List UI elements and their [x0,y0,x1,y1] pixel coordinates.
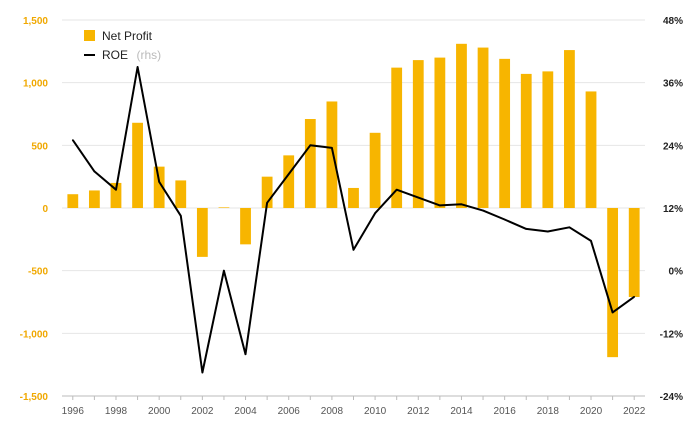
bar-1999 [132,122,143,208]
bar-2006 [283,155,295,208]
bar-2014 [456,43,467,209]
left-tick-label: -1,500 [20,392,49,403]
x-tick-label: 2004 [234,406,257,417]
bar-1998 [110,182,122,208]
bar-2022 [628,208,640,297]
roe-point-2020 [590,240,592,242]
roe-point-2008 [331,147,333,149]
roe-point-2010 [374,212,376,215]
roe-point-2006 [287,173,290,175]
right-tick-label: 48% [663,16,683,27]
x-tick-label: 2010 [364,406,387,417]
x-tick-label: 2022 [623,406,646,417]
x-tick-label: 2020 [580,406,603,417]
x-axis: 1996 1998 2000 2002 2004 2006 2008 2010 2012 2014… [62,395,646,417]
x-tick-label: 2008 [321,406,344,417]
left-tick-label: 500 [31,141,48,152]
roe-point-2016 [503,218,506,221]
bar-2004 [240,208,251,245]
left-tick-label: -1,000 [20,329,49,340]
bar-2018 [542,71,554,209]
left-tick-label: 1,500 [23,16,48,27]
left-tick-label: 1,000 [23,79,48,90]
roe-point-1996 [71,139,74,141]
roe-point-2009 [352,248,355,251]
x-tick-label: 2002 [191,406,214,417]
bar-2001 [175,180,187,208]
right-tick-label: -12% [660,329,683,340]
bar-2002 [196,208,208,257]
roe-point-1997 [93,170,96,173]
x-tick-label: 2000 [148,406,171,417]
x-tick-label: 2012 [407,406,430,417]
left-tick-label: 0 [42,204,48,215]
x-tick-label: 2006 [278,406,301,417]
roe-point-2017 [525,228,528,230]
x-tick-label: 2016 [494,406,517,417]
bar-2009 [348,187,359,208]
roe-point-2022 [633,295,636,298]
roe-point-2004 [244,353,247,356]
x-tick-label: 2018 [537,406,560,417]
roe-point-2001 [179,215,182,217]
legend-label-roe: ROE [102,48,128,62]
bar-2016 [499,58,511,208]
roe-point-2013 [439,204,441,207]
bar-2000 [153,166,165,208]
x-tick-label: 2014 [450,406,473,417]
right-tick-label: 0% [669,267,684,278]
right-tick-label: 24% [663,141,683,152]
bar-2008 [326,101,338,208]
bar-1997 [88,190,100,208]
right-tick-label: 36% [663,79,683,90]
roe-point-2002 [201,371,204,374]
legend-swatch-net-profit [84,30,95,41]
bar-1996 [67,194,79,208]
right-axis: -24% -12% 0% 12% 24% 36% 48% [660,16,683,403]
bar-2005 [261,176,273,208]
bar-2019 [564,50,575,208]
x-tick-label: 1996 [62,406,85,417]
bar-2021 [607,208,619,358]
bar-2020 [585,91,597,208]
roe-point-1999 [136,66,139,68]
legend-label-net-profit: Net Profit [102,29,153,43]
bar-2017 [520,73,532,208]
roe-point-2019 [568,226,571,229]
bar-2010 [369,132,381,208]
roe-point-2007 [309,144,312,147]
roe-point-2021 [611,311,614,314]
roe-point-2003 [223,269,225,272]
bar-2003 [218,207,230,208]
roe-point-2015 [482,209,484,212]
bar-2011 [391,67,403,208]
net-profit-bars [67,43,640,358]
roe-point-2011 [395,188,398,191]
roe-point-2012 [417,196,420,199]
roe-point-2018 [547,230,549,233]
x-tick-label: 1998 [105,406,128,417]
roe-point-1998 [115,188,117,191]
right-tick-label: 12% [663,204,683,215]
bar-2015 [477,47,489,208]
right-tick-label: -24% [660,392,683,403]
bar-2012 [412,60,424,209]
roe-point-2000 [158,181,160,183]
roe-point-2014 [460,203,463,206]
left-tick-label: -500 [28,267,48,278]
roe-point-2005 [266,201,268,204]
legend-label-roe-group: ROE (rhs) [102,46,161,63]
roe-line [71,66,636,374]
left-axis: -1,500 -1,000 -500 0 500 1,000 1,500 [20,16,49,403]
bar-2007 [304,119,316,208]
bar-2013 [434,57,446,208]
legend: Net Profit ROE (rhs) [84,29,161,63]
legend-label-roe-suffix: (rhs) [136,48,161,62]
